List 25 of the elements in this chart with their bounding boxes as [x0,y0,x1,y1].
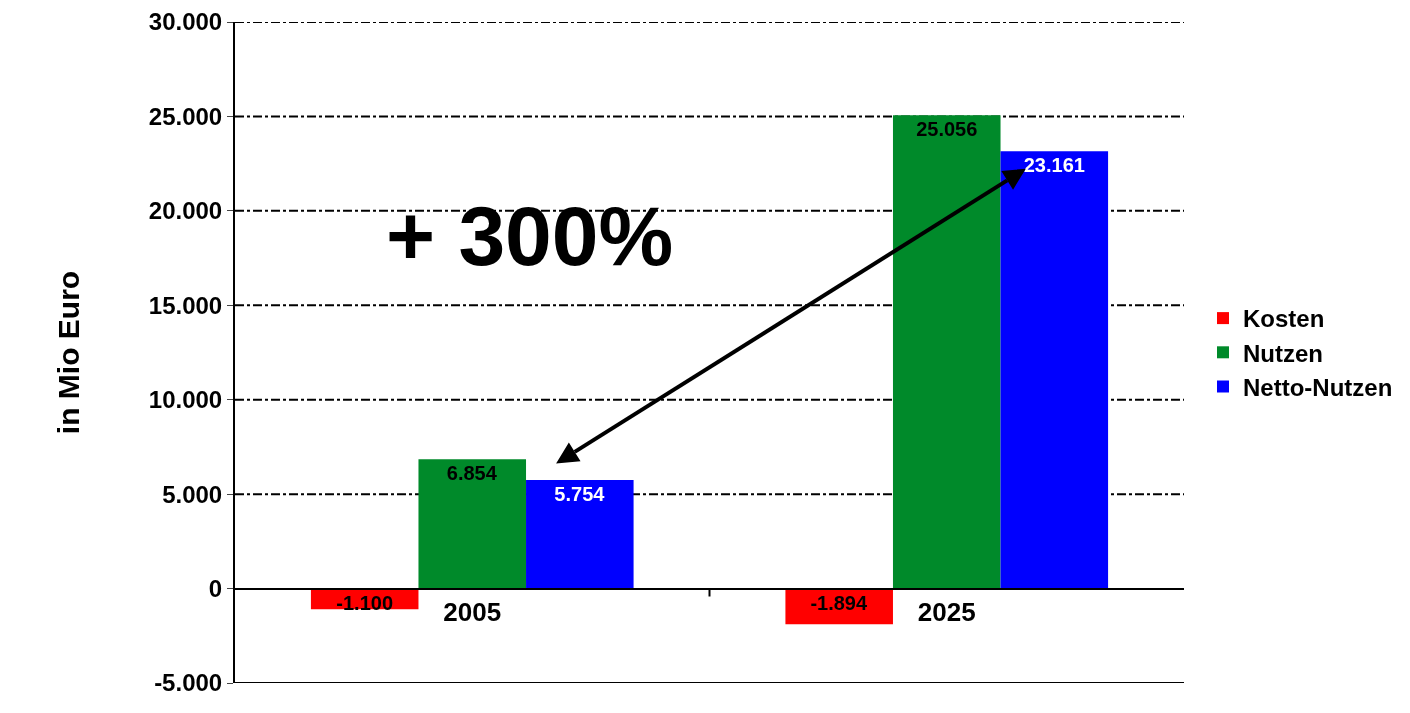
x-tick-label: 2005 [443,596,502,627]
annotation: + 300% [386,189,674,283]
data-label: 6.854 [446,462,498,485]
legend-label: Kosten [1242,305,1325,333]
bar [526,479,634,589]
x-tick-label: 2025 [917,596,976,627]
y-tick-label: 25.000 [148,102,223,130]
y-tick-label: 10.000 [148,386,223,414]
bar [892,115,1001,589]
y-tick-label: 5.000 [162,480,223,508]
data-label: -1.894 [810,591,868,614]
data-label: 25.056 [916,118,978,141]
bar [418,459,527,589]
data-label: -1.100 [336,591,394,614]
legend-label: Nutzen [1242,339,1323,367]
bar [1000,151,1109,589]
y-axis-title: in Mio Euro [52,270,86,435]
y-tick-label: 20.000 [148,197,223,225]
y-tick-label: 30.000 [148,8,223,36]
y-tick-label: 0 [208,574,223,602]
legend-label: Netto-Nutzen [1242,373,1393,401]
y-tick-label: 15.000 [148,291,223,319]
data-label: 5.754 [554,482,606,505]
y-tick-label: -5.000 [154,669,223,697]
data-label: 23.161 [1023,154,1085,177]
